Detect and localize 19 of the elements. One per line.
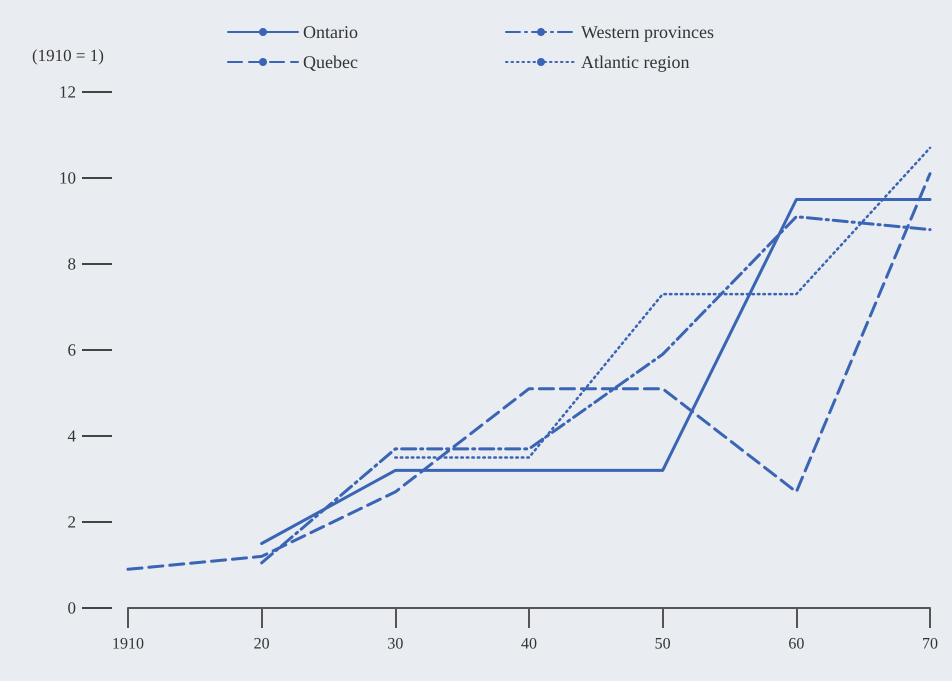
y-tick-label: 0 [68,598,76,618]
y-tick-label: 12 [59,82,76,102]
x-tick-label: 60 [788,636,804,652]
legend-label: Quebec [303,52,358,72]
y-tick-label: 8 [68,254,76,274]
legend-label: Ontario [303,22,358,42]
x-tick-label: 30 [387,636,404,652]
x-tick-label: 50 [654,636,671,652]
legend-label: Western provinces [581,22,714,42]
y-tick-label: 2 [68,512,76,532]
y-tick-label: 4 [68,426,76,446]
legend-label: Atlantic region [581,52,690,72]
x-tick-label: 20 [254,636,270,652]
y-axis-title: (1910 = 1) [32,46,104,65]
y-tick-label: 10 [59,168,76,188]
x-tick-label: 1910 [112,636,144,652]
x-tick-label: 70 [922,636,938,652]
x-tick-label: 40 [521,636,537,652]
y-tick-label: 6 [68,340,76,360]
